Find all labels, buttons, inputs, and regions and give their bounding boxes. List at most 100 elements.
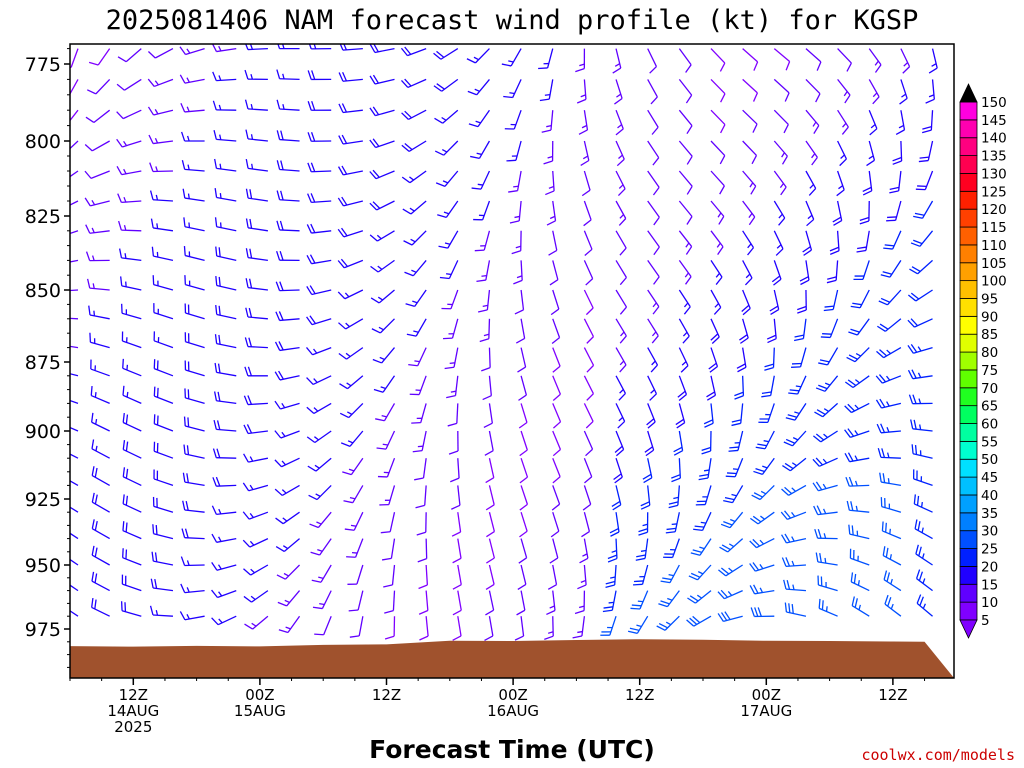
wind-barb [338,318,364,330]
wind-barb [545,170,555,196]
wind-barb [665,512,680,534]
wind-barb [243,590,269,603]
wind-barb [836,170,845,197]
wind-barb [771,260,782,286]
credit-link[interactable]: coolwx.com/models [861,746,1015,764]
wind-barb [147,48,174,59]
wind-barb [182,188,205,202]
wind-barb [70,480,79,486]
colorbar-swatch [959,387,978,407]
wind-barb [338,103,363,114]
wind-barb [180,556,205,567]
wind-barb [116,165,142,176]
wind-barb [339,44,363,51]
wind-barb [473,200,491,221]
wind-barb [274,400,300,410]
wind-barb [451,512,462,537]
wind-barb [70,170,79,178]
wind-barb [883,230,902,250]
wind-barb [275,311,300,322]
wind-barb [580,140,590,166]
x-tick-label: 17AUG [740,702,792,720]
wind-barb [441,289,459,310]
wind-barb [452,616,462,641]
colorbar-label: 90 [981,309,998,325]
wind-barb [116,109,142,120]
wind-barb [245,218,268,232]
wind-barb [371,318,395,334]
wind-barb [401,109,427,120]
x-tick-label: 16AUG [487,702,539,720]
colorbar-label: 20 [981,559,998,575]
y-tick-label: 900 [25,421,61,443]
colorbar-label: 80 [981,345,998,361]
wind-barb [306,430,332,444]
wind-barb [243,424,268,435]
colorbar-swatch [959,566,978,585]
wind-barb [308,484,332,501]
wind-barb [244,615,269,630]
wind-barb [337,258,364,269]
wind-barb [379,485,396,506]
wind-barb [583,200,592,227]
wind-barb [153,331,174,349]
wind-barb [805,140,818,166]
wind-barb [607,538,618,563]
wind-barb [70,584,79,592]
wind-barb [677,375,688,402]
wind-barb [122,358,142,377]
wind-barb [152,275,174,291]
wind-barb [668,485,680,509]
wind-barb [880,497,902,513]
wind-barb [149,190,173,202]
wind-barb [88,48,111,66]
colorbar-swatch [959,548,978,567]
wind-barb [832,200,843,226]
wind-barb [781,533,807,544]
colorbar-swatch [959,512,978,532]
wind-barb [278,615,301,634]
colorbar-swatch [959,423,978,442]
wind-barb [678,200,693,225]
wind-barb [859,200,870,225]
wind-barb [483,403,493,429]
wind-barb [914,519,933,540]
wind-barb [749,538,775,549]
wind-barb [678,78,693,104]
wind-barb [552,430,562,457]
wind-barb [70,48,79,69]
colorbar-swatch [959,226,978,246]
wind-barb [369,138,395,149]
wind-barb [476,260,491,283]
wind-barb [116,138,142,148]
wind-barb [758,403,775,423]
wind-barb [876,318,902,332]
wind-barb [706,375,717,401]
wind-barb [892,140,903,165]
wind-barb [412,430,427,453]
wind-barb [306,402,332,415]
wind-barb [519,485,529,511]
colorbar-label: 35 [981,506,998,522]
wind-barb [481,347,491,372]
wind-barb [818,347,839,366]
wind-barb [348,590,364,612]
colorbar-label: 30 [981,524,998,540]
wind-barb [150,218,174,232]
wind-barb [615,140,625,167]
wind-barb [153,441,174,459]
wind-barb [70,506,79,513]
wind-barb [117,193,142,204]
x-tick-label: 14AUG [107,702,159,720]
wind-barb [369,200,395,211]
wind-barb [244,99,268,111]
wind-barb [417,538,428,563]
wind-barb [306,254,332,265]
colorbar-label: 25 [981,542,998,558]
colorbar-swatch [959,190,978,210]
wind-barb [402,200,427,215]
wind-barb [518,375,527,401]
colorbar-label: 115 [981,220,1007,236]
